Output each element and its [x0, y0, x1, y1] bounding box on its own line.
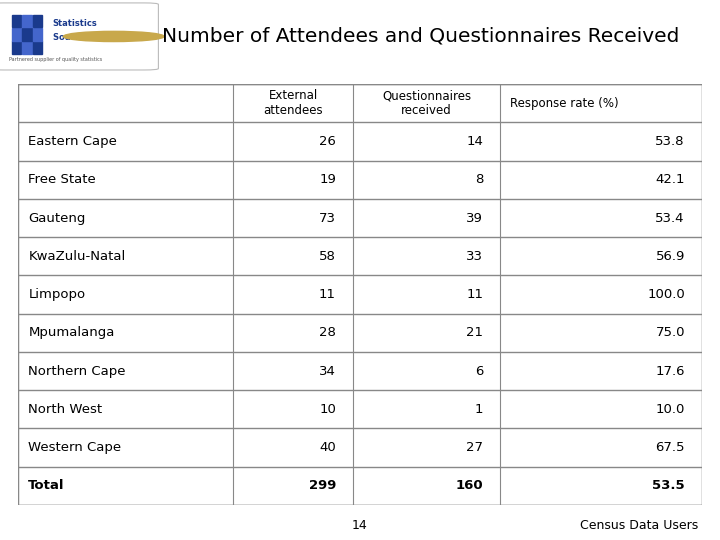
Text: Northern Cape: Northern Cape — [28, 364, 126, 377]
Text: 8: 8 — [474, 173, 483, 186]
Bar — [12, 28, 21, 40]
FancyBboxPatch shape — [0, 3, 158, 70]
Text: 73: 73 — [319, 212, 336, 225]
Text: Mpumalanga: Mpumalanga — [28, 326, 114, 339]
Text: Western Cape: Western Cape — [28, 441, 122, 454]
Bar — [22, 15, 32, 27]
Text: Eastern Cape: Eastern Cape — [28, 135, 117, 148]
Text: Number of Attendees and Questionnaires Received: Number of Attendees and Questionnaires R… — [162, 27, 680, 46]
Text: 14: 14 — [467, 135, 483, 148]
Text: 11: 11 — [466, 288, 483, 301]
Text: 100.0: 100.0 — [647, 288, 685, 301]
Bar — [22, 28, 32, 40]
Text: 160: 160 — [456, 480, 483, 492]
Text: 27: 27 — [466, 441, 483, 454]
Text: 34: 34 — [319, 364, 336, 377]
Text: 1: 1 — [474, 403, 483, 416]
Text: Census Data Users: Census Data Users — [580, 518, 698, 532]
Text: 6: 6 — [474, 364, 483, 377]
Text: 42.1: 42.1 — [655, 173, 685, 186]
Text: 53.8: 53.8 — [655, 135, 685, 148]
Text: 40: 40 — [319, 441, 336, 454]
Text: Partnered supplier of quality statistics: Partnered supplier of quality statistics — [9, 57, 102, 62]
Text: Limpopo: Limpopo — [28, 288, 86, 301]
Text: 10.0: 10.0 — [655, 403, 685, 416]
Text: 53.4: 53.4 — [655, 212, 685, 225]
Text: 299: 299 — [309, 480, 336, 492]
Bar — [33, 41, 42, 54]
Text: External
attendees: External attendees — [264, 89, 323, 117]
Bar — [33, 15, 42, 27]
Text: 58: 58 — [319, 250, 336, 263]
Bar — [22, 41, 32, 54]
Text: Total: Total — [28, 480, 65, 492]
Text: 56.9: 56.9 — [655, 250, 685, 263]
Bar — [33, 28, 42, 40]
Text: 11: 11 — [319, 288, 336, 301]
Circle shape — [63, 31, 164, 42]
Text: 28: 28 — [319, 326, 336, 339]
Text: 17.6: 17.6 — [655, 364, 685, 377]
Text: KwaZulu-Natal: KwaZulu-Natal — [28, 250, 125, 263]
Text: Questionnaires
received: Questionnaires received — [382, 89, 472, 117]
Bar — [12, 15, 21, 27]
Text: 67.5: 67.5 — [655, 441, 685, 454]
Text: North West: North West — [28, 403, 102, 416]
Text: 14: 14 — [352, 518, 368, 532]
Text: Free State: Free State — [28, 173, 96, 186]
Text: 75.0: 75.0 — [655, 326, 685, 339]
Text: Gauteng: Gauteng — [28, 212, 86, 225]
Text: 39: 39 — [467, 212, 483, 225]
Text: South Africa: South Africa — [53, 33, 112, 43]
Text: 53.5: 53.5 — [652, 480, 685, 492]
Text: 10: 10 — [319, 403, 336, 416]
Text: 19: 19 — [319, 173, 336, 186]
Text: 26: 26 — [319, 135, 336, 148]
Text: Statistics: Statistics — [53, 19, 97, 28]
Text: 33: 33 — [466, 250, 483, 263]
Bar — [12, 41, 21, 54]
Text: Response rate (%): Response rate (%) — [510, 97, 619, 110]
Text: 21: 21 — [466, 326, 483, 339]
